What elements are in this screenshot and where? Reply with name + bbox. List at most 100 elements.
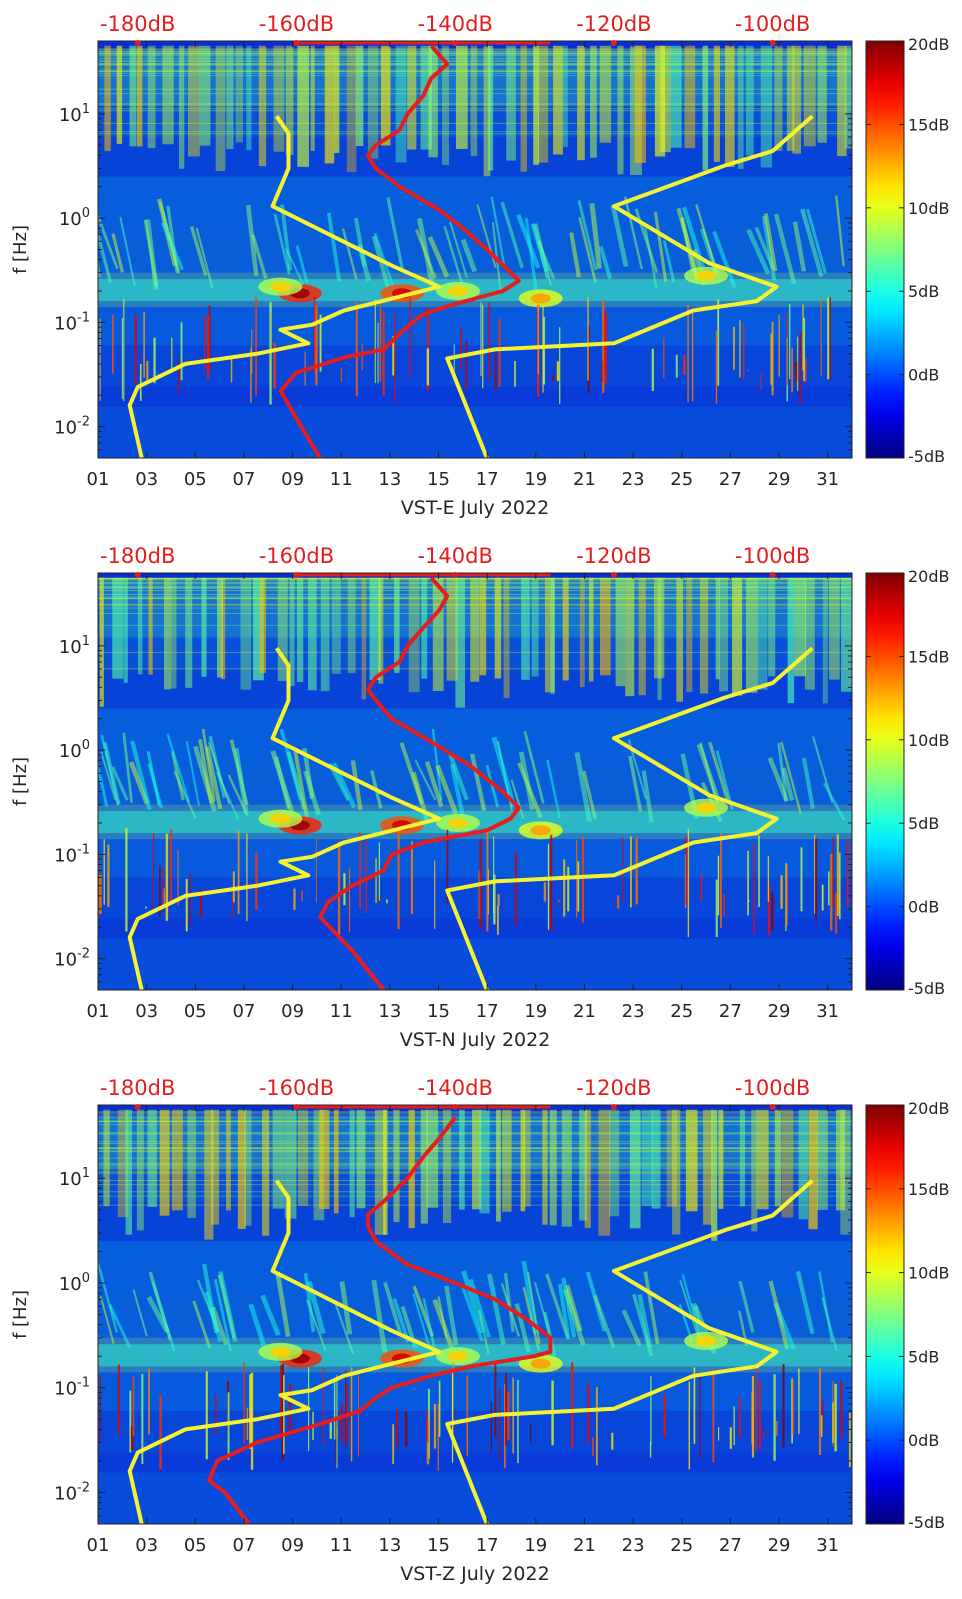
y-tick-label: 100 — [59, 738, 90, 762]
colorbar: 20dB 15dB 10dB 5dB 0dB -5dB — [865, 1099, 950, 1532]
station-psd-line — [318, 576, 521, 990]
x-tick-label: 21 — [573, 469, 596, 490]
colorbar-tick-label: -5dB — [908, 447, 945, 466]
top-tick-marker — [293, 572, 300, 578]
colorbar-tick-label: 10dB — [908, 199, 950, 218]
top-tick-marker — [452, 572, 459, 578]
y-tick-label: 10-1 — [54, 1376, 90, 1400]
x-axis-label: VST-Z July 2022 — [400, 1563, 549, 1585]
panel-1: 01 03 05 07 09 11 13 15 17 19 21 23 25 27 29 31 101 100 10… — [10, 12, 950, 519]
x-tick-label: 13 — [378, 1535, 401, 1556]
colorbar-tick-label: 15dB — [908, 1180, 950, 1199]
top-tick-marker — [769, 1104, 776, 1110]
top-tick-marker — [769, 40, 776, 46]
x-axis-label: VST-E July 2022 — [401, 497, 549, 519]
y-tick-label: 101 — [59, 1166, 90, 1190]
top-tick-marker — [293, 1104, 300, 1110]
panel-2: 01 03 05 07 09 11 13 15 17 19 21 23 25 27 29 31 101 100 10… — [10, 544, 950, 1051]
colorbar-tick-label: 0dB — [908, 1431, 939, 1450]
colorbar-tick-label: 20dB — [908, 1099, 950, 1118]
x-tick-label: 19 — [524, 469, 547, 490]
x-tick-label: 25 — [670, 1535, 693, 1556]
colorbar: 20dB 15dB 10dB 5dB 0dB -5dB — [865, 567, 950, 998]
x-tick-label: 09 — [281, 469, 304, 490]
x-axis-label: VST-N July 2022 — [400, 1029, 551, 1051]
top-axis-label: -180dB — [100, 12, 175, 36]
y-axis-label: f [Hz] — [10, 757, 31, 806]
station-psd-line — [278, 44, 521, 458]
x-tick-label: 23 — [622, 1535, 645, 1556]
top-axis-label: -100dB — [735, 12, 810, 36]
noise-model-line-1 — [127, 115, 442, 458]
x-tick-label: 25 — [670, 1001, 693, 1022]
noise-model-line-2 — [445, 114, 814, 458]
x-tick-label: 23 — [622, 469, 645, 490]
noise-model-line-1 — [127, 1179, 442, 1524]
x-tick-label: 13 — [378, 469, 401, 490]
top-axis-label: -160dB — [259, 544, 334, 568]
x-tick-label: 07 — [232, 1535, 255, 1556]
y-tick-label: 10-2 — [54, 415, 90, 439]
colorbar: 20dB 15dB 10dB 5dB 0dB -5dB — [865, 35, 950, 466]
top-tick-marker — [610, 40, 617, 46]
y-tick-label: 100 — [59, 206, 90, 230]
top-tick-marker — [610, 1104, 617, 1110]
colorbar-tick-label: 20dB — [908, 35, 950, 54]
colorbar-tick-label: 10dB — [908, 731, 950, 750]
x-tick-label: 31 — [816, 1001, 839, 1022]
top-tick-marker — [293, 40, 300, 46]
x-tick-label: 03 — [135, 1001, 158, 1022]
x-tick-label: 17 — [476, 469, 499, 490]
colorbar-tick-label: 0dB — [908, 366, 939, 385]
colorbar-tick-label: 5dB — [908, 814, 939, 833]
spectrogram — [98, 573, 852, 990]
top-tick-marker — [769, 572, 776, 578]
y-tick-label: 10-2 — [54, 1480, 90, 1504]
x-tick-label: 01 — [87, 469, 110, 490]
station-psd-line — [207, 1116, 553, 1524]
x-tick-label: 07 — [232, 1001, 255, 1022]
colorbar-tick-label: 5dB — [908, 1347, 939, 1366]
x-tick-label: 15 — [427, 1001, 450, 1022]
x-tick-label: 05 — [184, 1001, 207, 1022]
colorbar-tick-label: 20dB — [908, 567, 950, 586]
y-axis-label: f [Hz] — [10, 225, 31, 274]
top-axis-label: -140dB — [417, 544, 492, 568]
x-tick-label: 15 — [427, 1535, 450, 1556]
top-tick-marker — [452, 40, 459, 46]
x-tick-label: 17 — [476, 1535, 499, 1556]
colorbar-tick-label: 0dB — [908, 898, 939, 917]
x-tick-label: 05 — [184, 469, 207, 490]
top-axis-label: -100dB — [735, 544, 810, 568]
x-tick-label: 11 — [330, 469, 353, 490]
y-tick-label: 10-2 — [54, 947, 90, 971]
top-tick-marker — [452, 1104, 459, 1110]
x-tick-label: 13 — [378, 1001, 401, 1022]
x-tick-label: 09 — [281, 1535, 304, 1556]
top-axis-label: -180dB — [100, 1076, 175, 1100]
x-tick-label: 29 — [768, 1535, 791, 1556]
top-axis-label: -140dB — [417, 1076, 492, 1100]
x-tick-label: 03 — [135, 1535, 158, 1556]
y-tick-label: 101 — [59, 634, 90, 658]
x-tick-label: 05 — [184, 1535, 207, 1556]
x-tick-label: 07 — [232, 469, 255, 490]
x-tick-label: 21 — [573, 1001, 596, 1022]
top-axis-label: -120dB — [576, 1076, 651, 1100]
panel-3: 01 03 05 07 09 11 13 15 17 19 21 23 25 27 29 31 101 100 10… — [10, 1076, 950, 1585]
x-tick-label: 31 — [816, 469, 839, 490]
y-tick-label: 100 — [59, 1271, 90, 1295]
x-tick-label: 15 — [427, 469, 450, 490]
colorbar-tick-label: 15dB — [908, 647, 950, 666]
spectrogram — [98, 1105, 852, 1524]
x-tick-label: 31 — [816, 1535, 839, 1556]
x-tick-label: 29 — [768, 469, 791, 490]
top-axis-label: -120dB — [576, 544, 651, 568]
top-axis-label: -140dB — [417, 12, 492, 36]
colorbar-tick-label: -5dB — [908, 979, 945, 998]
x-tick-label: 27 — [719, 1535, 742, 1556]
x-tick-label: 27 — [719, 469, 742, 490]
x-tick-label: 23 — [622, 1001, 645, 1022]
top-tick-marker — [134, 40, 141, 46]
